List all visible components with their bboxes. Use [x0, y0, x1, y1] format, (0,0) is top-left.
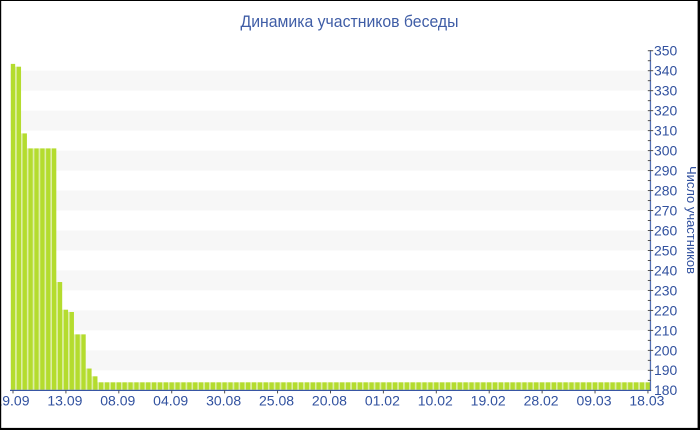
svg-text:270: 270	[654, 202, 677, 218]
svg-text:300: 300	[654, 142, 677, 158]
svg-text:19.09: 19.09	[0, 393, 30, 409]
svg-text:320: 320	[654, 103, 677, 119]
svg-text:18.03: 18.03	[629, 393, 664, 409]
svg-text:13.09: 13.09	[47, 393, 82, 409]
svg-text:260: 260	[654, 222, 677, 238]
svg-text:240: 240	[654, 262, 677, 278]
svg-text:20.08: 20.08	[312, 393, 347, 409]
svg-text:25.08: 25.08	[259, 393, 294, 409]
svg-text:01.02: 01.02	[365, 393, 400, 409]
svg-text:180: 180	[654, 382, 677, 398]
svg-text:230: 230	[654, 282, 677, 298]
svg-text:250: 250	[654, 242, 677, 258]
svg-text:280: 280	[654, 182, 677, 198]
svg-text:Динамика участников беседы: Динамика участников беседы	[241, 13, 459, 31]
svg-text:340: 340	[654, 63, 677, 79]
svg-text:28.02: 28.02	[524, 393, 559, 409]
svg-text:200: 200	[654, 342, 677, 358]
svg-text:10.02: 10.02	[418, 393, 453, 409]
svg-text:330: 330	[654, 83, 677, 99]
svg-text:19.02: 19.02	[471, 393, 506, 409]
svg-text:09.03: 09.03	[576, 393, 611, 409]
svg-text:210: 210	[654, 322, 677, 338]
svg-text:220: 220	[654, 302, 677, 318]
svg-text:310: 310	[654, 123, 677, 139]
svg-text:30.08: 30.08	[206, 393, 241, 409]
svg-text:190: 190	[654, 362, 677, 378]
svg-text:Число участников: Число участников	[684, 166, 699, 274]
svg-text:290: 290	[654, 162, 677, 178]
svg-text:350: 350	[654, 43, 677, 59]
svg-text:08.09: 08.09	[100, 393, 135, 409]
svg-text:04.09: 04.09	[153, 393, 188, 409]
